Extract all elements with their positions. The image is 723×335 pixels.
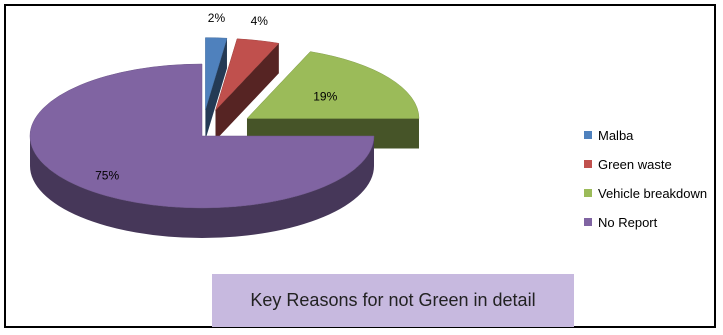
legend-swatch-green-waste [584,160,592,168]
data-label-vehicle-breakdown: 19% [313,89,337,103]
legend-swatch-no-report [584,218,592,226]
legend: Malba Green waste Vehicle breakdown No R… [584,126,707,242]
legend-label-malba: Malba [598,127,634,143]
data-label-no-report: 75% [95,169,119,183]
slice-vehicle-breakdown [246,51,420,119]
slice-green-waste [215,38,280,111]
legend-label-green-waste: Green waste [598,156,672,172]
legend-label-no-report: No Report [598,214,658,230]
legend-swatch-vehicle-breakdown [584,189,592,197]
pie-chart: 2% 4% 19% 75% [29,11,420,238]
legend-item-vehicle-breakdown: Vehicle breakdown [584,184,707,202]
legend-swatch-malba [584,131,592,139]
legend-item-no-report: No Report [584,213,707,231]
slice-cut-green-waste-1 [215,43,279,141]
legend-label-vehicle-breakdown: Vehicle breakdown [598,185,708,201]
data-label-green-waste: 4% [251,14,269,28]
chart-title: Key Reasons for not Green in detail [212,274,574,327]
slice-malba [205,37,228,110]
legend-item-malba: Malba [584,126,707,144]
slice-no-report [29,63,375,209]
data-label-malba: 2% [208,11,226,25]
legend-item-green-waste: Green waste [584,155,707,173]
slice-side-no-report [30,136,374,238]
slice-cut-malba-1 [205,38,227,140]
chart-frame: 2% 4% 19% 75% Malba Green waste Vehicle bre… [4,4,716,328]
